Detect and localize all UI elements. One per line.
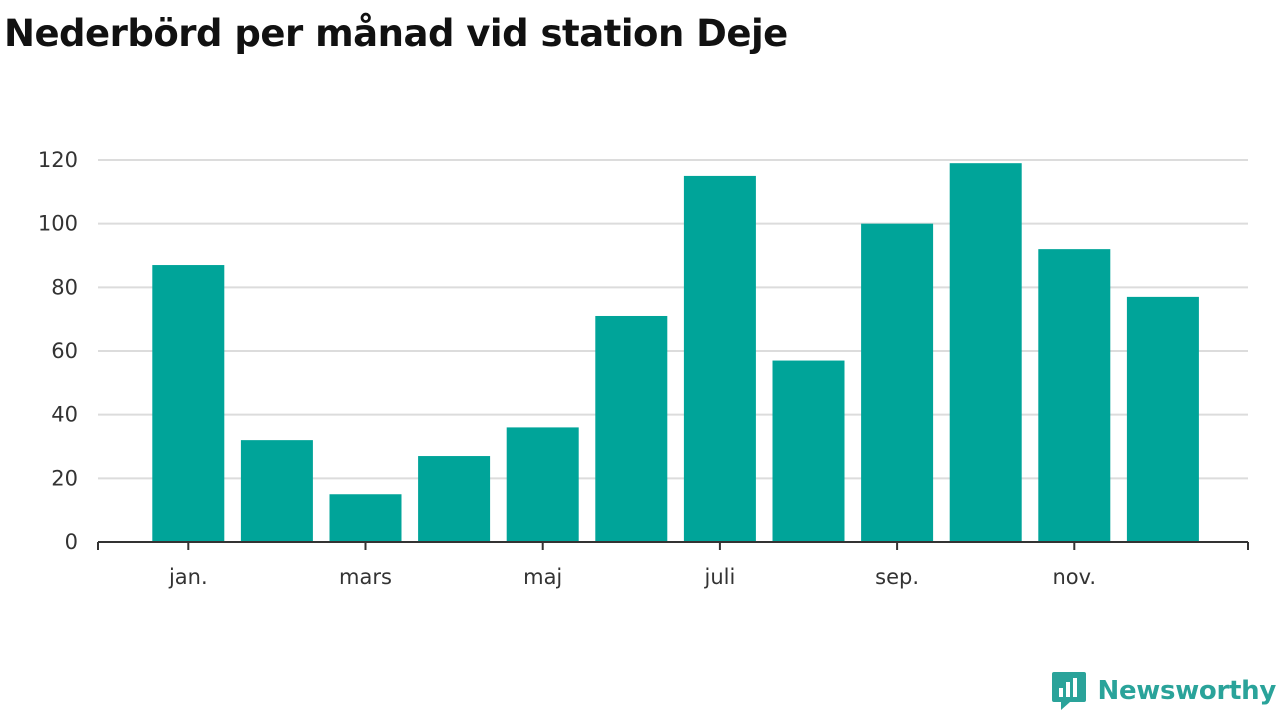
bar-sep [861,223,934,542]
y-tick-label: 100 [38,212,78,236]
bar-feb [240,440,313,542]
y-tick-label: 60 [51,339,78,363]
x-tick-label: sep. [875,565,919,589]
bars [152,163,1199,542]
x-tick-label: juli [703,565,735,589]
bar-mars [329,494,402,542]
chart-title: Nederbörd per månad vid station Deje [4,12,788,55]
bar-okt [949,163,1022,542]
brand-name: Newsworthy [1097,676,1277,706]
bar-apr [418,456,491,542]
bar-juli [683,175,756,542]
x-tick-label: maj [523,565,562,589]
newsworthy-logo-icon [1051,672,1086,710]
x-tick-label: mars [339,565,392,589]
x-tick-label: jan. [168,565,208,589]
bar-jan [152,265,225,542]
x-axis: jan. mars maj juli sep. nov. [97,541,1249,589]
y-tick-label: 120 [38,148,78,172]
x-tick-label: nov. [1052,565,1096,589]
bar-maj [506,427,579,542]
bar-nov [1038,249,1111,542]
y-tick-label: 0 [65,530,78,554]
y-tick-label: 40 [51,403,78,427]
newsworthy-brand: Newsworthy [1050,670,1276,712]
bar-dec [1126,296,1199,542]
y-axis-ticks: 0 20 40 60 80 100 120 [38,148,78,554]
bar-aug [772,360,845,542]
y-tick-label: 20 [51,466,78,490]
bar-juni [595,315,668,542]
y-tick-label: 80 [51,275,78,299]
